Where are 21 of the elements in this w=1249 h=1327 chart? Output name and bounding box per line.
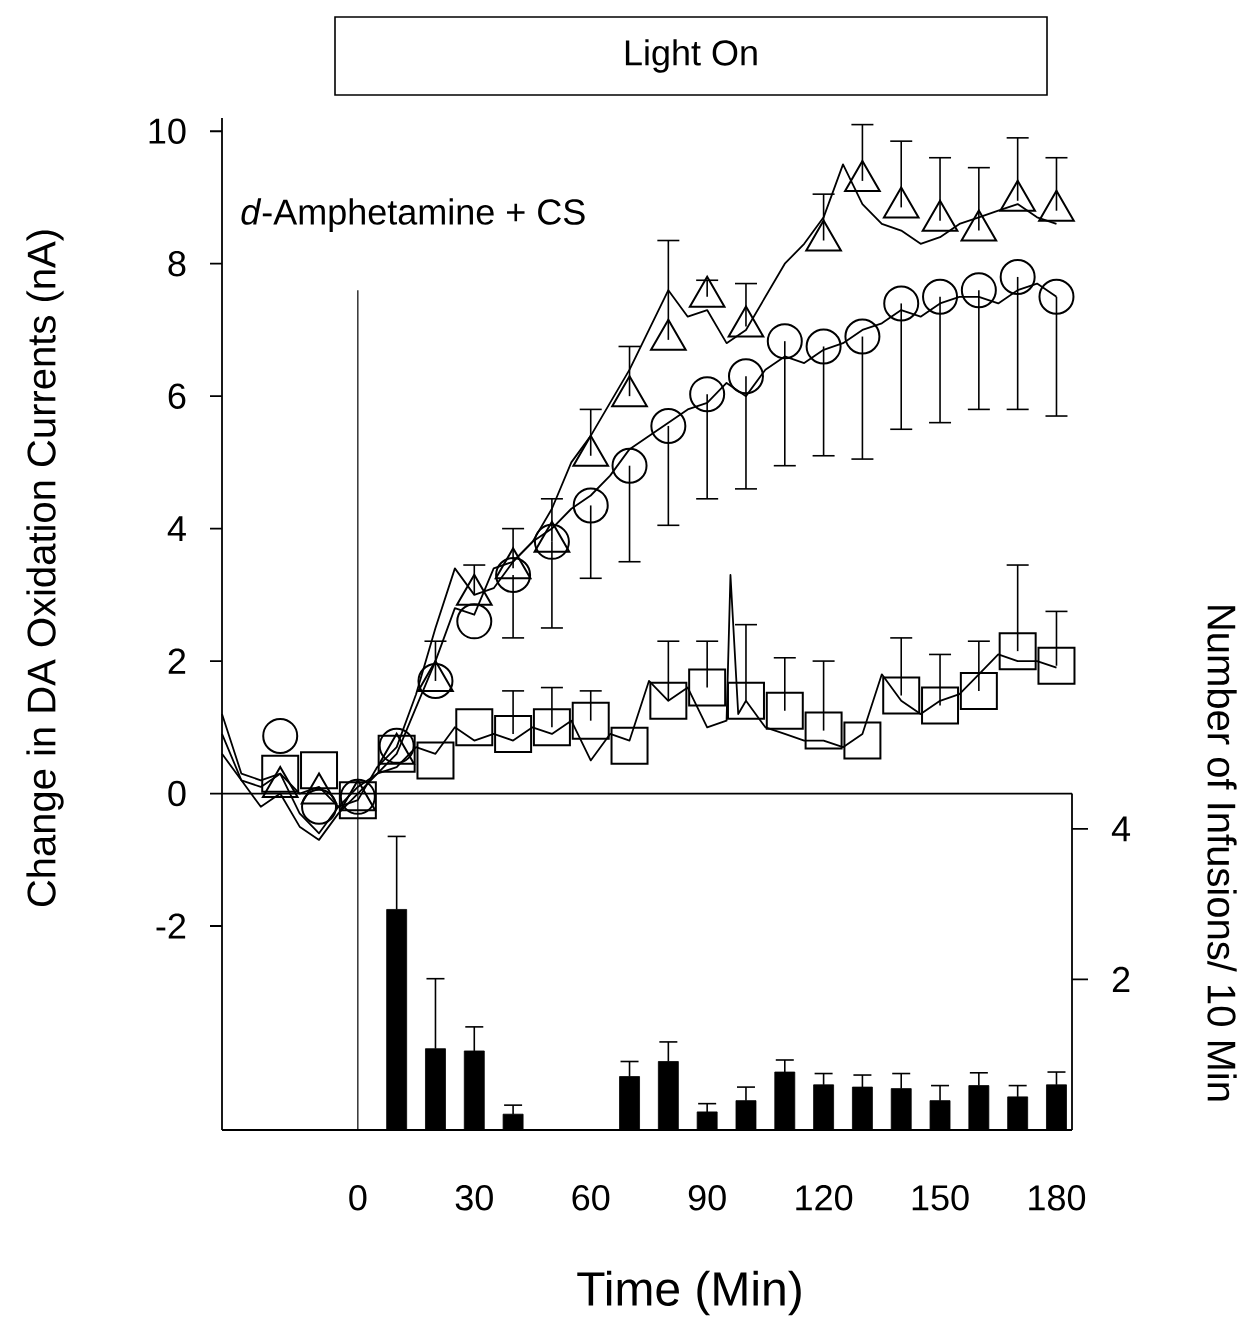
x-tick-label: 120 bbox=[796, 1185, 853, 1211]
y2-tick-label: 2 bbox=[1112, 966, 1130, 993]
y-tick-label: -2 bbox=[156, 913, 186, 939]
y-tick-label: 0 bbox=[168, 780, 186, 807]
y-axis-title: Change in DA Oxidation Currents (nA) bbox=[26, 230, 64, 907]
y-tick-label: 10 bbox=[149, 118, 186, 144]
x-tick-label: 180 bbox=[1029, 1185, 1086, 1211]
x-tick-label: 90 bbox=[688, 1185, 726, 1211]
x-tick-label: 30 bbox=[455, 1185, 493, 1211]
y-tick-label: 2 bbox=[168, 648, 186, 674]
y2-tick-label: 4 bbox=[1111, 816, 1131, 842]
x-tick-label: 60 bbox=[572, 1185, 610, 1211]
y-tick-label: 6 bbox=[168, 383, 186, 409]
y2-axis-title: Number of Infusions/ 10 Min bbox=[1207, 606, 1237, 1101]
y-tick-label: 8 bbox=[168, 250, 186, 277]
annotation: d-Amphetamine + CS bbox=[241, 198, 585, 232]
x-tick-label: 0 bbox=[349, 1185, 367, 1211]
y-tick-label: 4 bbox=[167, 516, 186, 541]
x-tick-label: 150 bbox=[912, 1185, 969, 1211]
x-axis-title: Time (Min) bbox=[577, 1270, 801, 1316]
text: Light On bbox=[625, 39, 757, 73]
